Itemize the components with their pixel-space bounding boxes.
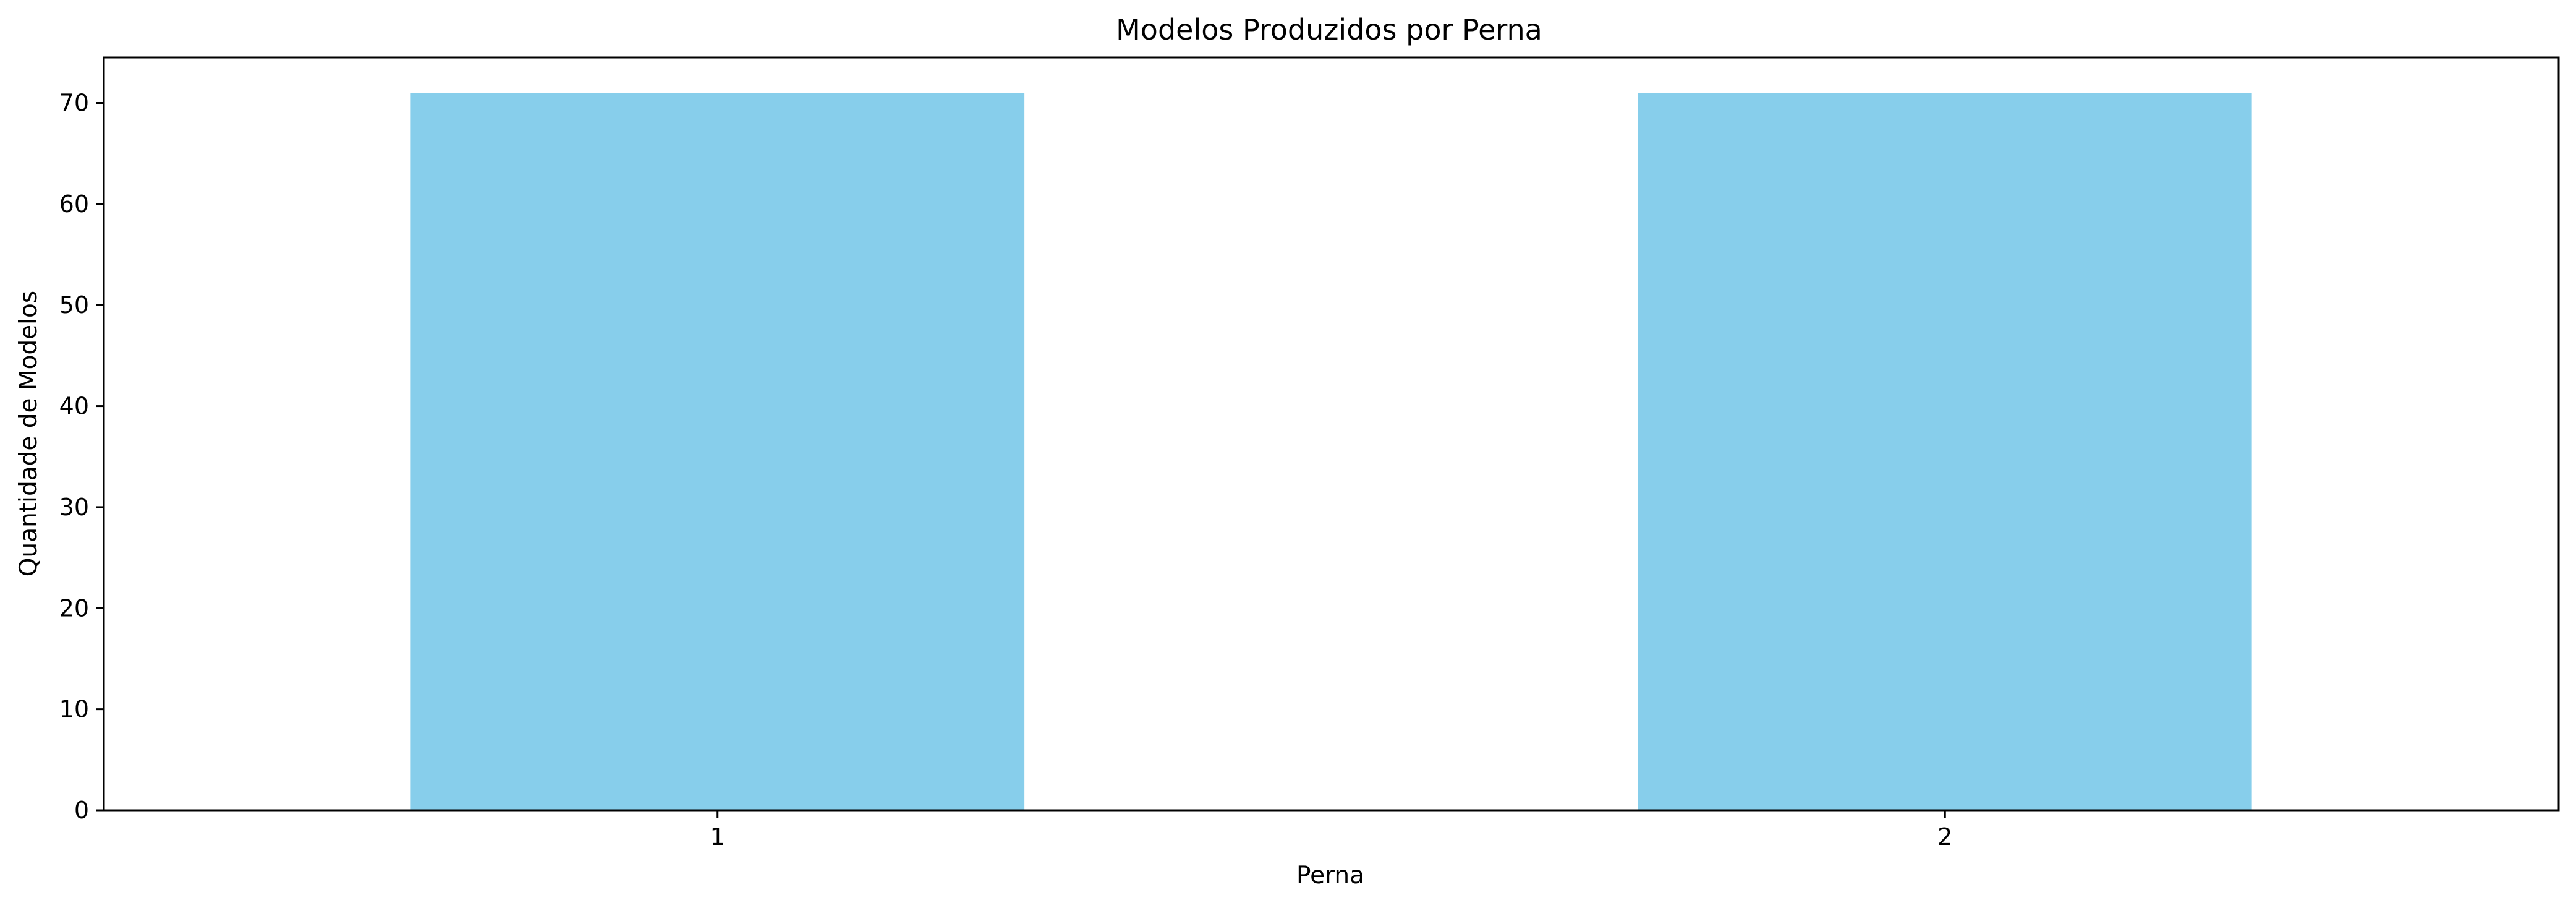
y-tick-label: 40: [59, 393, 89, 420]
bar-1: [410, 93, 1025, 810]
y-tick-label: 50: [59, 291, 89, 319]
y-tick-label: 70: [59, 90, 89, 117]
y-tick-label: 30: [59, 494, 89, 521]
x-axis-label: Perna: [1296, 862, 1364, 889]
x-tick-label: 2: [1937, 823, 1952, 850]
chart-title: Modelos Produzidos por Perna: [1116, 13, 1542, 46]
y-tick-label: 20: [59, 594, 89, 622]
y-tick-label: 10: [59, 696, 89, 723]
y-axis-ticks: 0 10 20 30 40 50 60 70: [59, 90, 104, 824]
plot-frame: [103, 56, 2560, 812]
bar-2: [1638, 93, 2252, 810]
y-axis-label: Quantidade de Modelos: [15, 291, 43, 576]
y-tick-label: 0: [74, 797, 89, 824]
y-tick-label: 60: [59, 191, 89, 218]
bars-layer: [410, 93, 2252, 810]
x-tick-label: 1: [710, 823, 725, 850]
